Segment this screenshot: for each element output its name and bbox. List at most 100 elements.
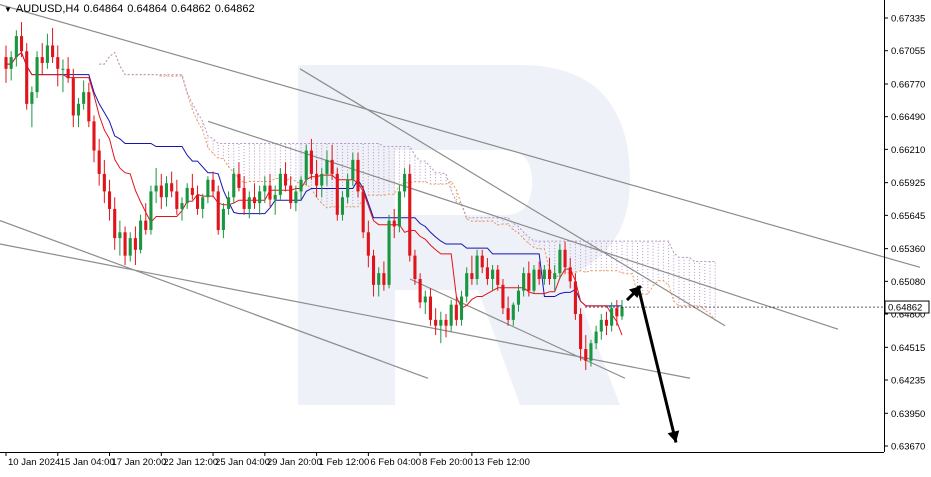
candle-body bbox=[289, 185, 293, 204]
candle-body bbox=[35, 57, 39, 93]
candle-body bbox=[61, 68, 65, 70]
candle-body bbox=[366, 232, 370, 256]
candle-body bbox=[40, 57, 44, 63]
candle-body bbox=[584, 349, 588, 361]
triangle-down-icon[interactable]: ▼ bbox=[4, 4, 12, 14]
candle-body bbox=[263, 185, 267, 192]
candle-body bbox=[237, 173, 241, 188]
trendline bbox=[409, 278, 626, 379]
candle-body bbox=[397, 191, 401, 227]
candle-body bbox=[242, 187, 246, 209]
candle-body bbox=[51, 45, 55, 58]
y-tick-label: 0.65360 bbox=[891, 244, 925, 255]
candle-body bbox=[439, 319, 443, 326]
candle-body bbox=[190, 187, 194, 195]
price-axis: 0.67335 0.67055 0.66770 0.66490 0.66210 0.659… bbox=[884, 14, 925, 453]
candle-body bbox=[71, 78, 75, 116]
candle-body bbox=[299, 179, 303, 192]
candle-body bbox=[268, 185, 272, 200]
y-tick-label: 0.67335 bbox=[891, 14, 925, 25]
candle-body bbox=[232, 173, 236, 198]
candle-body bbox=[491, 269, 495, 280]
candle-body bbox=[620, 307, 624, 317]
candle-body bbox=[107, 191, 112, 209]
candle-body bbox=[547, 269, 552, 280]
candle-body bbox=[221, 208, 225, 230]
candle-body bbox=[387, 220, 391, 285]
candle-body bbox=[553, 273, 557, 280]
candle-body bbox=[66, 68, 70, 79]
candle-body bbox=[211, 179, 215, 192]
candle-body bbox=[371, 255, 376, 285]
ohlc-close: 0.64862 bbox=[214, 3, 255, 15]
candle-body bbox=[304, 150, 308, 180]
candle-body bbox=[340, 197, 345, 215]
candle-body bbox=[542, 269, 546, 280]
candle-body bbox=[149, 191, 153, 230]
chart-header: ▼ AUDUSD,H4 0.64864 0.64864 0.64862 0.64… bbox=[4, 3, 255, 15]
candle-body bbox=[522, 273, 526, 291]
candle-body bbox=[102, 173, 106, 192]
candle-body bbox=[428, 296, 433, 320]
candle-body bbox=[206, 179, 210, 198]
candle-body bbox=[563, 249, 567, 268]
y-tick-label: 0.64235 bbox=[891, 376, 925, 387]
candle-body bbox=[361, 191, 365, 233]
symbol-label: AUDUSD,H4 bbox=[15, 3, 80, 15]
x-tick-label: 1 Feb 12:00 bbox=[319, 457, 370, 468]
candle-body bbox=[475, 255, 479, 280]
candle-body bbox=[599, 319, 603, 332]
watermark-logo bbox=[298, 65, 630, 405]
candle-body bbox=[434, 319, 438, 326]
x-tick-label: 8 Feb 20:00 bbox=[422, 457, 473, 468]
candle-body bbox=[159, 185, 163, 198]
candle-body bbox=[30, 92, 34, 104]
candle-body bbox=[418, 279, 422, 303]
x-tick-label: 25 Jan 04:00 bbox=[215, 457, 270, 468]
candle-body bbox=[392, 220, 396, 227]
candle-body bbox=[408, 173, 412, 256]
trendline bbox=[207, 120, 839, 330]
candle-body bbox=[113, 208, 117, 239]
candle-body bbox=[164, 183, 169, 198]
candle-body bbox=[346, 179, 350, 198]
candle-body bbox=[470, 273, 474, 280]
candle-body bbox=[175, 191, 179, 209]
y-tick-label: 0.65080 bbox=[891, 277, 925, 288]
candle-body bbox=[356, 159, 360, 192]
candle-body bbox=[170, 183, 174, 192]
y-tick-label: 0.66490 bbox=[891, 112, 925, 123]
candle-body bbox=[615, 308, 619, 317]
candle-body bbox=[459, 296, 464, 320]
y-tick-label: 0.64515 bbox=[891, 343, 925, 354]
candle-body bbox=[330, 159, 334, 174]
candle-body bbox=[516, 290, 521, 305]
candle-body bbox=[273, 194, 277, 200]
candle-body bbox=[568, 267, 572, 282]
candle-body bbox=[382, 273, 386, 285]
candle-body bbox=[216, 191, 220, 230]
candle-body bbox=[454, 304, 458, 320]
x-tick-label: 6 Feb 04:00 bbox=[370, 457, 421, 468]
current-price-label: 0.64862 bbox=[888, 303, 922, 314]
candle-body bbox=[511, 304, 515, 320]
candle-body bbox=[594, 331, 598, 344]
candle-body bbox=[9, 57, 13, 69]
candle-body bbox=[449, 304, 453, 326]
candle-body bbox=[413, 255, 417, 280]
candle-body bbox=[82, 92, 86, 104]
candle-body bbox=[128, 238, 132, 256]
trendlines bbox=[0, 3, 921, 379]
y-tick-label: 0.63670 bbox=[891, 442, 925, 453]
candle-body bbox=[283, 173, 288, 186]
kijun-sen-line bbox=[6, 51, 622, 307]
candle-body bbox=[25, 51, 29, 104]
senkou-span-b bbox=[99, 51, 716, 262]
y-tick-label: 0.65645 bbox=[891, 211, 925, 222]
candle-body bbox=[496, 269, 500, 285]
y-tick-label: 0.66770 bbox=[891, 79, 925, 90]
x-tick-label: 29 Jan 20:00 bbox=[267, 457, 322, 468]
candle-body bbox=[335, 173, 339, 215]
candle-body bbox=[118, 232, 122, 239]
